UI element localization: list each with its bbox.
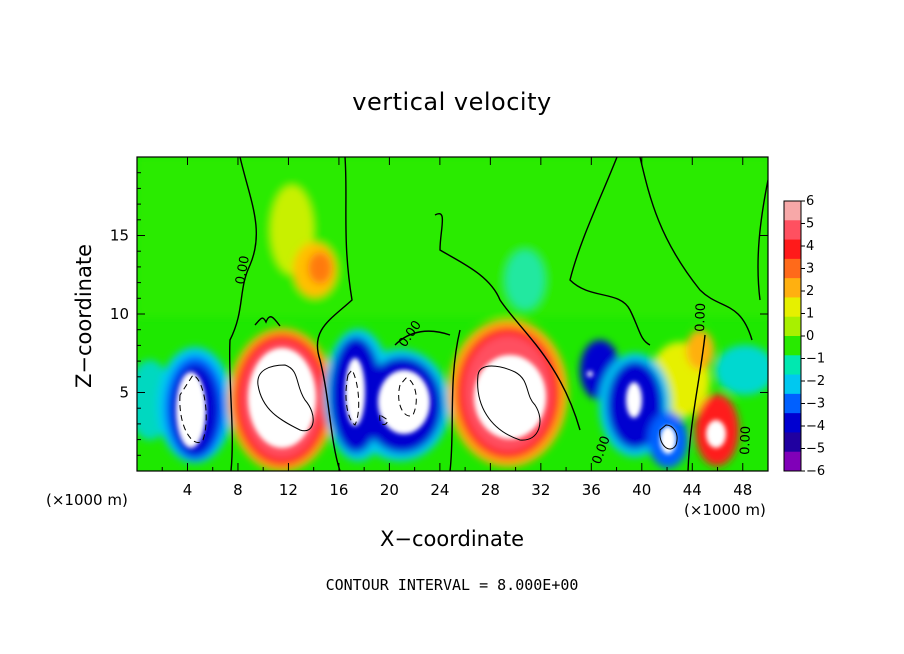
y-axis: 5 10 15 <box>110 172 768 456</box>
contour-label: 0.00 <box>233 255 253 286</box>
colorbar-tick-label: −1 <box>806 352 825 367</box>
y-axis-label: Z−coordinate <box>72 244 96 388</box>
x-unit-left: (×1000 m) <box>46 491 128 509</box>
x-tick-label: 48 <box>733 481 752 499</box>
x-tick-label: 32 <box>531 481 550 499</box>
x-tick-label: 4 <box>183 481 193 499</box>
colorbar-segment <box>784 278 801 298</box>
colorbar-tick-label: −4 <box>806 419 825 434</box>
contour-label: 0.00 <box>738 426 754 455</box>
colorbar-segment <box>784 451 801 472</box>
y-tick-label: 15 <box>110 227 129 245</box>
colorbar-tick-label: 6 <box>806 194 814 209</box>
colorbar-tick-label: −6 <box>806 464 825 479</box>
colorbar-tick-label: −2 <box>806 374 825 389</box>
x-tick-label: 16 <box>329 481 348 499</box>
colorbar-segment <box>784 413 801 433</box>
chart-title: vertical velocity <box>352 88 552 116</box>
colorbar-segment <box>784 393 801 414</box>
colorbar-segment <box>784 258 801 279</box>
x-unit-right: (×1000 m) <box>684 501 766 519</box>
velocity-field <box>137 157 768 471</box>
colorbar-segment <box>784 432 801 453</box>
x-tick-label: 44 <box>683 481 702 499</box>
colorbar-segment <box>784 316 801 337</box>
colorbar-tick-label: 0 <box>806 329 814 344</box>
colorbar-segment <box>784 297 801 318</box>
colorbar-segment <box>784 374 801 395</box>
contour-label: 0.00 <box>693 303 709 332</box>
x-tick-label: 36 <box>582 481 601 499</box>
x-axis: 4 8 12 16 20 24 28 32 36 40 44 48 <box>161 157 752 499</box>
colorbar-segment <box>784 355 801 376</box>
colorbar: 6 5 4 3 2 1 0 −1 −2 −3 −4 −5 −6 <box>783 194 825 479</box>
colorbar-segment <box>784 220 801 241</box>
colorbar-tick-label: 3 <box>806 262 814 277</box>
x-tick-label: 12 <box>279 481 298 499</box>
colorbar-segment <box>784 239 801 260</box>
x-tick-label: 20 <box>380 481 399 499</box>
colorbar-tick-label: 1 <box>806 307 814 322</box>
colorbar-tick-label: 4 <box>806 239 814 254</box>
colorbar-tick-label: 5 <box>806 217 814 232</box>
x-tick-label: 40 <box>632 481 651 499</box>
colorbar-tick-label: −5 <box>806 442 825 457</box>
y-tick-label: 5 <box>119 384 129 402</box>
colorbar-segment <box>784 201 801 221</box>
x-axis-label: X−coordinate <box>380 527 524 551</box>
colorbar-tick-label: 2 <box>806 284 814 299</box>
x-tick-label: 24 <box>430 481 449 499</box>
contour-interval-note: CONTOUR INTERVAL = 8.000E+00 <box>325 576 579 594</box>
colorbar-segment <box>784 336 801 356</box>
colorbar-tick-label: −3 <box>806 397 825 412</box>
x-tick-label: 8 <box>233 481 243 499</box>
y-tick-label: 10 <box>110 305 129 323</box>
x-tick-label: 28 <box>481 481 500 499</box>
